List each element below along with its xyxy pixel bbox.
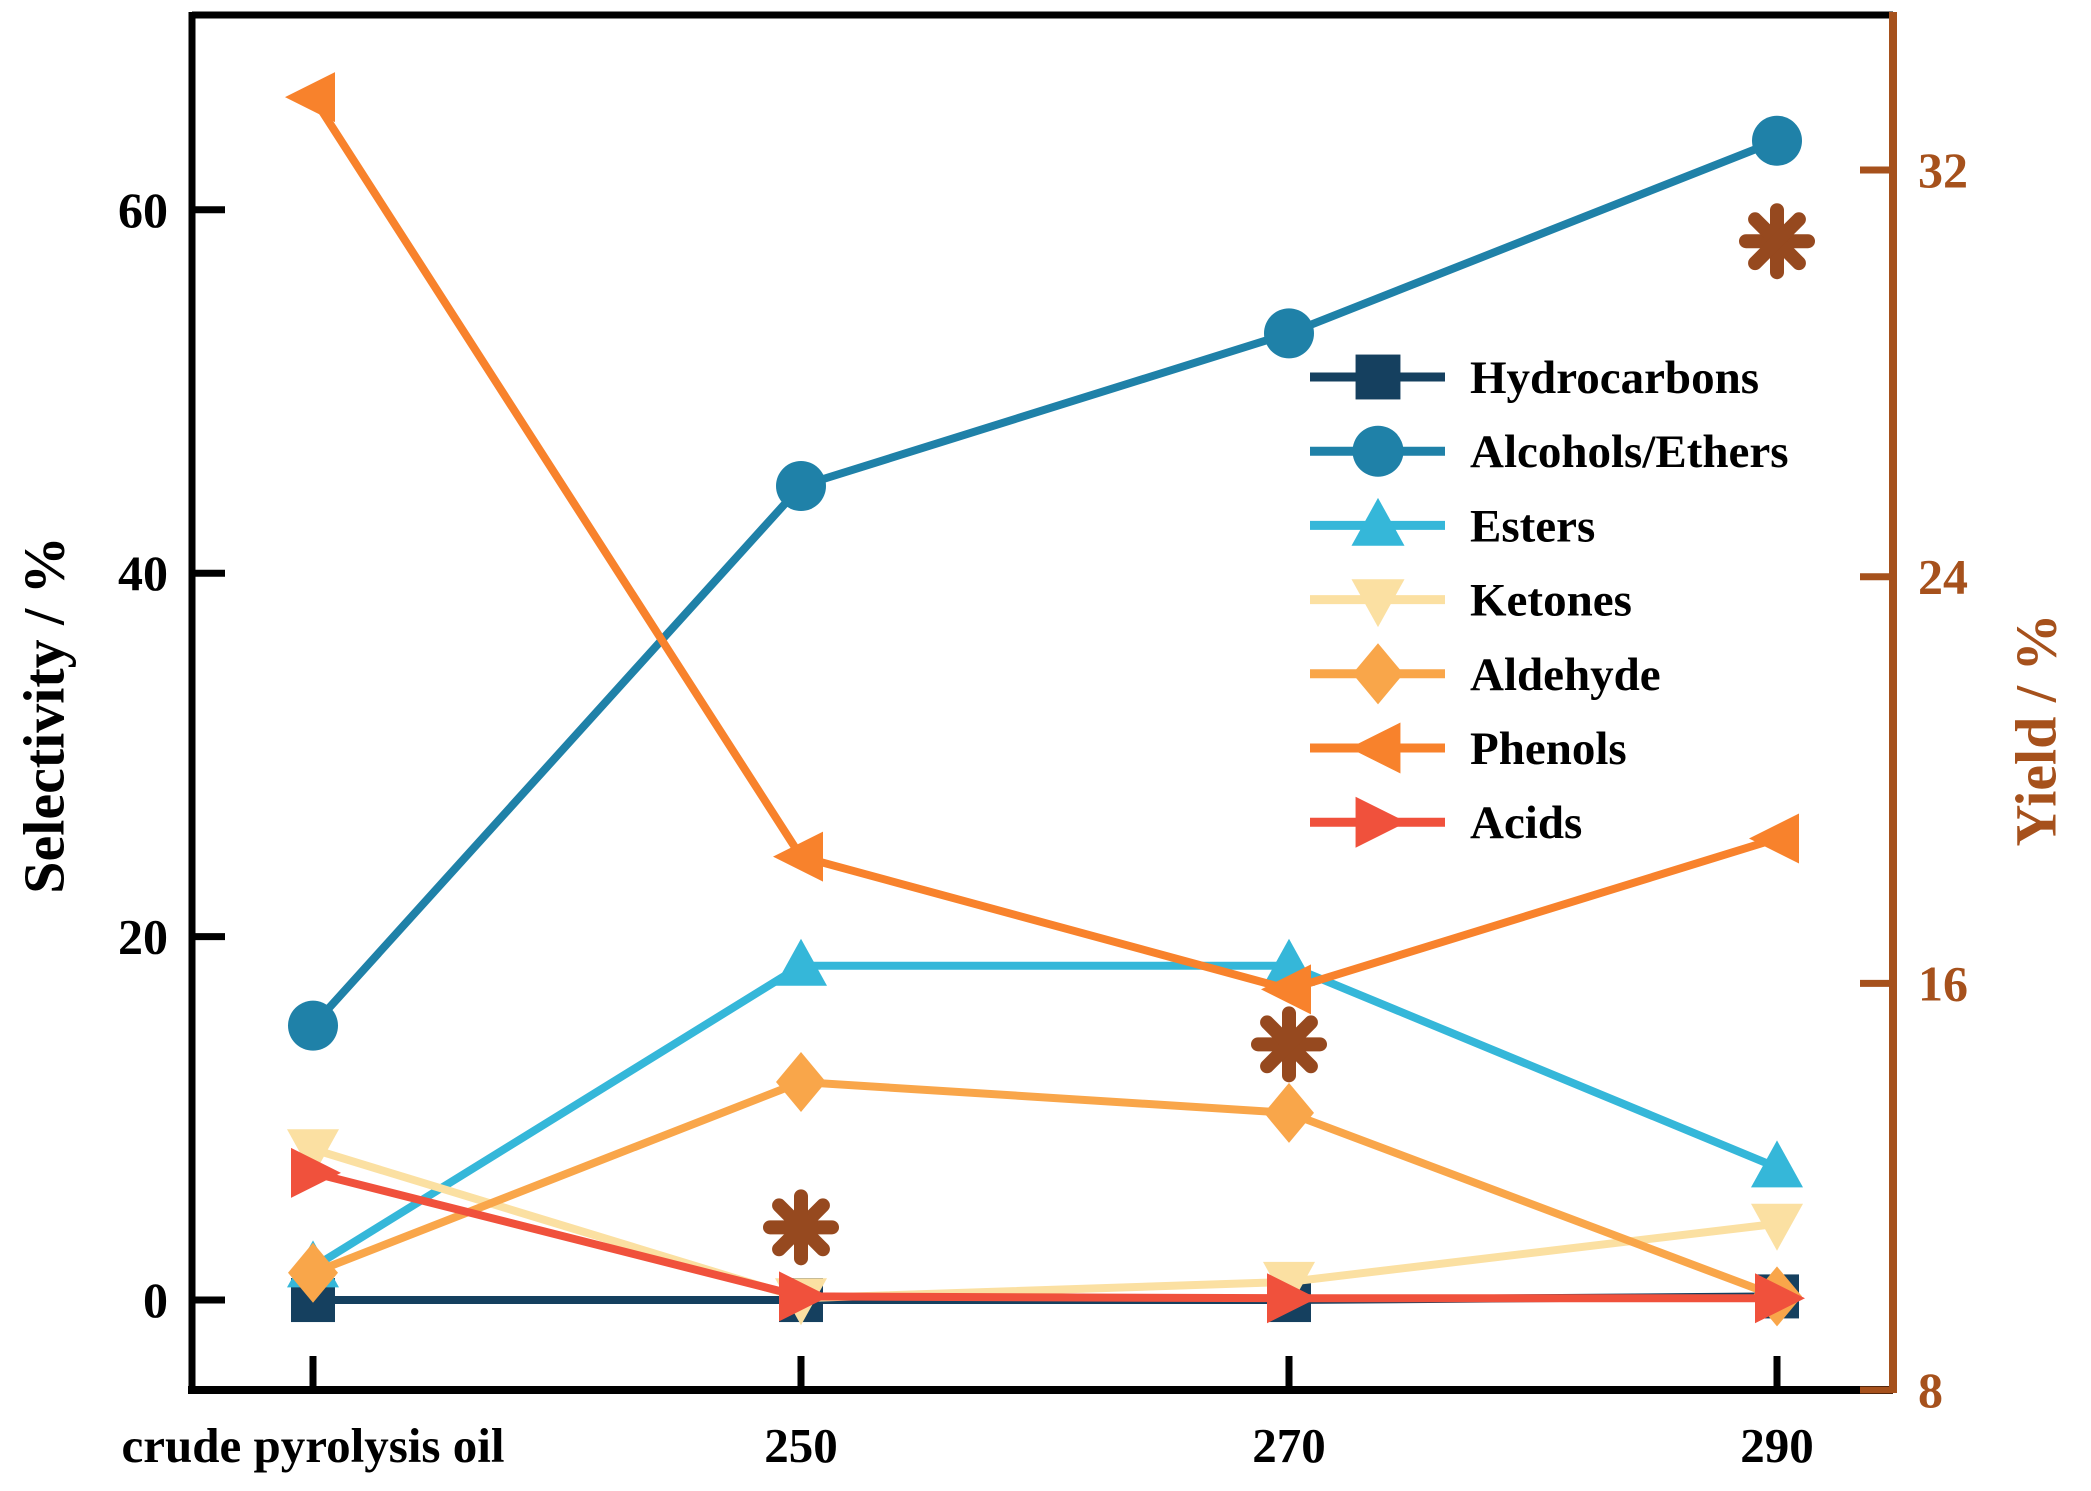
series-Acids <box>291 1147 1805 1324</box>
legend-item: Hydrocarbons <box>1310 352 1759 404</box>
left-tick-label: 0 <box>143 1272 168 1328</box>
series-Yield <box>763 203 1815 1266</box>
series-Esters <box>287 938 1803 1288</box>
legend-marker <box>1355 354 1401 400</box>
data-point-marker <box>288 1242 338 1303</box>
data-point-marker <box>285 72 335 123</box>
data-point-marker <box>1261 964 1311 1015</box>
data-point-marker <box>1755 1273 1805 1324</box>
data-point-marker <box>1752 115 1802 166</box>
right-tick-label: 8 <box>1918 1362 1943 1418</box>
data-point-marker <box>775 938 827 986</box>
legend-label: Aldehyde <box>1470 649 1661 701</box>
yield-asterisk-marker <box>763 1189 839 1266</box>
x-category-label: 270 <box>1252 1418 1326 1473</box>
legend-label: Esters <box>1470 500 1595 552</box>
left-axis-title: Selectivity / % <box>11 536 77 894</box>
legend-item: Acids <box>1310 796 1582 849</box>
yield-asterisk-marker <box>1739 203 1815 280</box>
series-Alcohols-Ethers <box>288 115 1802 1051</box>
legend-marker <box>1349 722 1401 774</box>
data-point-marker <box>288 1000 338 1051</box>
left-tick-label: 40 <box>118 545 168 601</box>
legend-marker <box>1351 579 1405 628</box>
x-category-label: crude pyrolysis oil <box>122 1418 505 1473</box>
data-point-marker <box>291 1147 341 1198</box>
legend-label: Hydrocarbons <box>1470 352 1759 404</box>
left-tick-label: 20 <box>118 909 168 965</box>
x-category-label: 290 <box>1740 1418 1814 1473</box>
legend-item: Phenols <box>1310 722 1627 775</box>
legend-marker <box>1352 643 1404 705</box>
legend-item: Ketones <box>1310 575 1632 628</box>
data-point-marker <box>773 831 823 882</box>
legend: Hydrocarbons Alcohols/Ethers Esters Ketones… <box>1310 352 1789 849</box>
left-tick-label: 60 <box>118 182 168 238</box>
legend-marker <box>1355 796 1407 848</box>
data-point-marker <box>287 1129 339 1177</box>
data-point-marker <box>779 1271 829 1322</box>
legend-item: Alcohols/Ethers <box>1310 425 1789 478</box>
right-axis: 8 16 24 32 <box>1860 142 1968 1418</box>
right-tick-label: 16 <box>1918 955 1968 1011</box>
legend-marker <box>1351 497 1405 546</box>
data-point-marker <box>1749 813 1799 864</box>
legend-label: Alcohols/Ethers <box>1470 426 1789 478</box>
right-tick-label: 24 <box>1918 549 1968 605</box>
data-point-marker <box>1264 308 1314 359</box>
legend-label: Ketones <box>1470 575 1632 627</box>
yield-asterisk-marker <box>1251 1006 1327 1083</box>
data-point-marker <box>776 1052 826 1113</box>
series-Aldehyde <box>288 1052 1802 1327</box>
data-point-marker <box>1751 1203 1803 1251</box>
series-Phenols <box>285 72 1799 1015</box>
data-point-marker <box>1751 1140 1803 1188</box>
legend-item: Aldehyde <box>1310 643 1661 705</box>
right-axis-title: Yield / % <box>2003 613 2069 847</box>
legend-label: Acids <box>1470 797 1582 849</box>
legend-marker <box>1352 425 1404 477</box>
plot-frame <box>188 11 1897 1394</box>
data-point-marker <box>776 460 826 511</box>
x-category-label: 250 <box>764 1418 838 1473</box>
legend-item: Esters <box>1310 497 1595 552</box>
left-axis: 0 20 40 60 <box>118 182 225 1328</box>
legend-label: Phenols <box>1470 723 1627 775</box>
right-tick-label: 32 <box>1918 142 1968 198</box>
x-axis: crude pyrolysis oil 250 270 290 <box>122 1356 1814 1473</box>
data-point-marker <box>1267 1273 1317 1324</box>
data-point-marker <box>1264 1082 1314 1143</box>
